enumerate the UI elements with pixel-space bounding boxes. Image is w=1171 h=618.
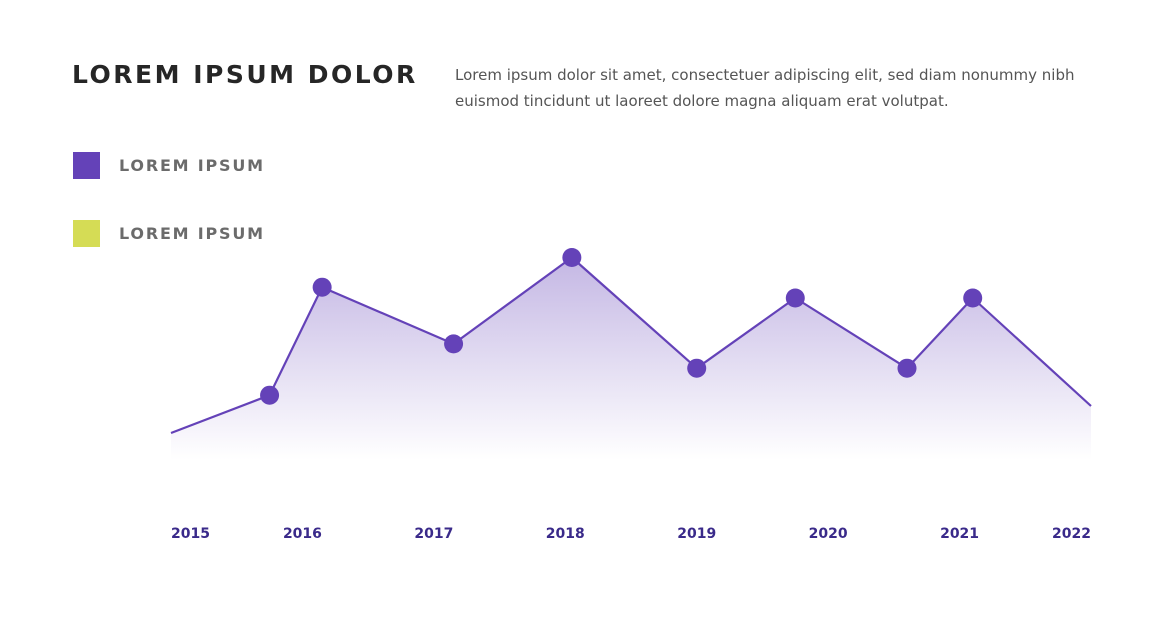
x-tick-label: 2019 xyxy=(677,526,716,542)
data-point xyxy=(963,288,983,308)
page-description: Lorem ipsum dolor sit amet, consectetuer… xyxy=(455,66,1075,110)
data-point xyxy=(444,334,464,354)
data-point xyxy=(562,248,582,267)
chart-legend: LOREM IPSUM LOREM IPSUM xyxy=(73,150,265,286)
legend-item-series-1: LOREM IPSUM xyxy=(73,150,265,180)
legend-label: LOREM IPSUM xyxy=(119,155,265,175)
data-point xyxy=(785,288,805,308)
legend-item-series-2: LOREM IPSUM xyxy=(73,218,265,248)
data-point xyxy=(312,277,332,297)
legend-swatch-purple xyxy=(73,151,100,179)
x-tick-label: 2018 xyxy=(546,526,585,542)
x-tick-label: 2016 xyxy=(283,526,322,542)
data-point xyxy=(897,358,917,378)
x-tick-label: 2020 xyxy=(809,526,848,542)
series-area-fill xyxy=(171,257,1091,460)
page-title: LOREM IPSUM DOLOR xyxy=(72,60,418,89)
legend-label: LOREM IPSUM xyxy=(119,223,265,243)
x-tick-label: 2021 xyxy=(940,526,979,542)
legend-swatch-green xyxy=(73,219,100,247)
data-point xyxy=(260,385,280,405)
data-point xyxy=(687,358,707,378)
x-tick-label: 2017 xyxy=(414,526,453,542)
series-line xyxy=(170,256,1092,435)
x-tick-label: 2022 xyxy=(1052,526,1091,542)
x-tick-label: 2015 xyxy=(171,526,210,542)
